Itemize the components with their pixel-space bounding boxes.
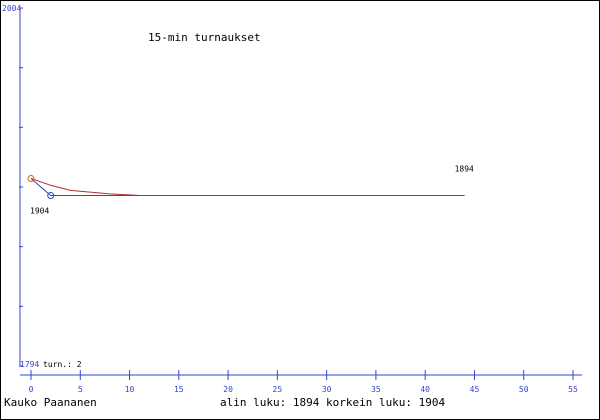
- series-start-marker: [27, 174, 35, 182]
- x-tick-label: 20: [223, 385, 233, 394]
- footer-stats: alin luku: 1894 korkein luku: 1904: [220, 396, 446, 409]
- chart-title: 15-min turnaukset: [148, 31, 261, 44]
- turn-count-label: turn.: 2: [43, 360, 82, 369]
- series-line: [30, 178, 465, 197]
- axes: [19, 7, 582, 380]
- x-tick-label: 25: [273, 385, 283, 394]
- footer-author: Kauko Paananen: [4, 396, 97, 409]
- y-bottom-label: 1794: [20, 360, 39, 369]
- x-tick-label: 40: [420, 385, 430, 394]
- x-tick-labels: 0 5 10 15 20 25 30 35 40 45 50 55: [29, 385, 578, 394]
- x-tick-label: 5: [78, 385, 83, 394]
- point-labels: 1904 1894: [30, 165, 474, 216]
- x-tick-label: 35: [371, 385, 381, 394]
- series-line: [30, 178, 140, 197]
- x-tick-label: 45: [470, 385, 480, 394]
- x-tick-label: 15: [174, 385, 184, 394]
- y-top-label: 2004: [2, 4, 21, 13]
- x-tick-label: 55: [568, 385, 578, 394]
- x-tick-label: 30: [322, 385, 332, 394]
- x-tick-label: 10: [125, 385, 135, 394]
- series-layer: [27, 174, 465, 200]
- point-label-end: 1894: [455, 165, 474, 174]
- point-label-start: 1904: [30, 206, 49, 215]
- x-tick-label: 0: [29, 385, 34, 394]
- x-tick-label: 50: [519, 385, 529, 394]
- series-min-marker: [47, 192, 55, 200]
